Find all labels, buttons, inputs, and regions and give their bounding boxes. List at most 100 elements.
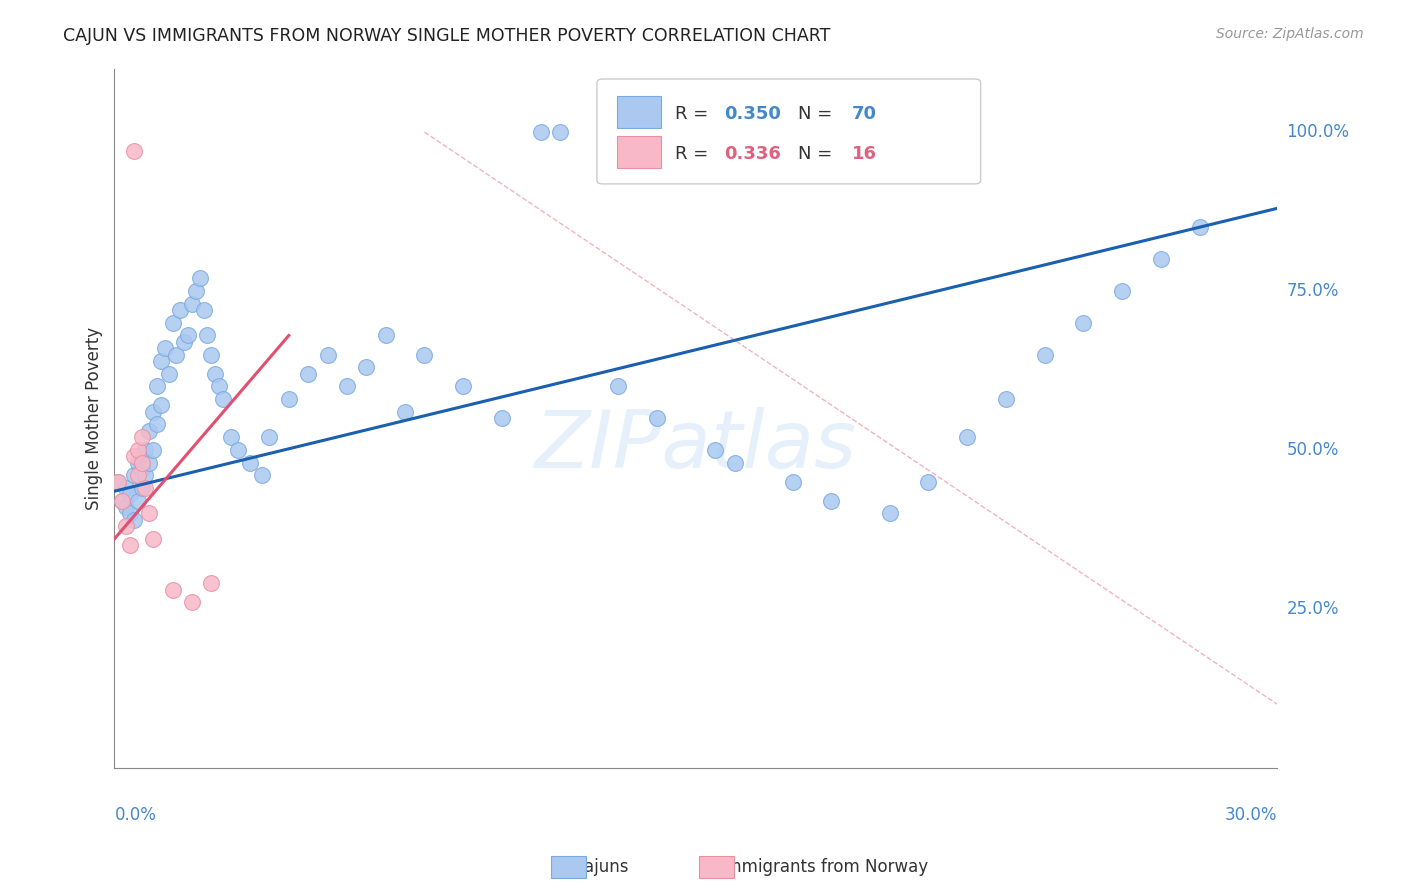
Point bbox=[250, 468, 273, 483]
Point bbox=[228, 442, 250, 457]
Point bbox=[142, 532, 165, 546]
Text: Immigrants from Norway: Immigrants from Norway bbox=[710, 858, 928, 876]
FancyBboxPatch shape bbox=[598, 79, 980, 184]
Text: N =: N = bbox=[799, 145, 838, 163]
Point bbox=[162, 316, 184, 330]
Point bbox=[451, 379, 474, 393]
Point bbox=[134, 468, 156, 483]
Point bbox=[204, 367, 226, 381]
Point bbox=[197, 328, 219, 343]
Point bbox=[259, 430, 281, 444]
Point bbox=[994, 392, 1017, 406]
Point bbox=[127, 456, 149, 470]
Point bbox=[200, 576, 222, 591]
Point bbox=[146, 417, 169, 432]
Point bbox=[212, 392, 235, 406]
Bar bbox=[617, 96, 661, 128]
Point bbox=[138, 424, 160, 438]
Point bbox=[1150, 252, 1173, 267]
Point bbox=[956, 430, 979, 444]
Point bbox=[157, 367, 180, 381]
Point bbox=[219, 430, 242, 444]
Point bbox=[122, 468, 145, 483]
Text: 0.336: 0.336 bbox=[724, 145, 780, 163]
Point bbox=[127, 468, 149, 483]
Point bbox=[208, 379, 231, 393]
Point bbox=[122, 449, 145, 463]
Point bbox=[118, 507, 141, 521]
Point bbox=[153, 341, 176, 355]
Text: 100.0%: 100.0% bbox=[1286, 123, 1350, 141]
Point bbox=[394, 405, 416, 419]
Point bbox=[127, 493, 149, 508]
Point bbox=[1071, 316, 1094, 330]
Point bbox=[1033, 347, 1056, 361]
Y-axis label: Single Mother Poverty: Single Mother Poverty bbox=[86, 326, 103, 509]
Point bbox=[107, 475, 129, 489]
Point bbox=[200, 347, 222, 361]
Text: 25.0%: 25.0% bbox=[1286, 599, 1339, 618]
Point bbox=[115, 519, 138, 533]
Point bbox=[184, 284, 207, 298]
Point bbox=[142, 442, 165, 457]
Bar bbox=[617, 136, 661, 168]
Point bbox=[131, 430, 153, 444]
Text: 30.0%: 30.0% bbox=[1225, 806, 1277, 824]
Text: CAJUN VS IMMIGRANTS FROM NORWAY SINGLE MOTHER POVERTY CORRELATION CHART: CAJUN VS IMMIGRANTS FROM NORWAY SINGLE M… bbox=[63, 27, 831, 45]
Text: ZIPatlas: ZIPatlas bbox=[534, 407, 856, 485]
Point bbox=[645, 411, 668, 425]
Point bbox=[1188, 220, 1211, 235]
Point bbox=[111, 493, 134, 508]
Text: Source: ZipAtlas.com: Source: ZipAtlas.com bbox=[1216, 27, 1364, 41]
Point bbox=[356, 360, 378, 375]
Text: 75.0%: 75.0% bbox=[1286, 282, 1339, 300]
Point bbox=[820, 493, 842, 508]
Text: 0.0%: 0.0% bbox=[114, 806, 156, 824]
Point bbox=[122, 513, 145, 527]
Point bbox=[413, 347, 436, 361]
Point bbox=[181, 595, 204, 609]
Point bbox=[134, 442, 156, 457]
Point bbox=[138, 507, 160, 521]
Point bbox=[111, 493, 134, 508]
Point bbox=[122, 144, 145, 158]
Point bbox=[879, 507, 901, 521]
Point bbox=[146, 379, 169, 393]
Point bbox=[169, 303, 191, 318]
Point bbox=[530, 125, 553, 139]
Text: 70: 70 bbox=[852, 105, 876, 123]
Point bbox=[118, 487, 141, 501]
Point bbox=[142, 405, 165, 419]
Text: R =: R = bbox=[675, 105, 714, 123]
Text: N =: N = bbox=[799, 105, 838, 123]
Point bbox=[107, 475, 129, 489]
Point bbox=[149, 354, 172, 368]
Point bbox=[548, 125, 571, 139]
Text: R =: R = bbox=[675, 145, 714, 163]
Point bbox=[115, 481, 138, 495]
Point bbox=[115, 500, 138, 514]
Point bbox=[782, 475, 804, 489]
Point bbox=[336, 379, 359, 393]
Text: 16: 16 bbox=[852, 145, 876, 163]
Point bbox=[917, 475, 939, 489]
Point bbox=[704, 442, 727, 457]
Point bbox=[193, 303, 215, 318]
Point bbox=[138, 456, 160, 470]
Point bbox=[723, 456, 745, 470]
Point bbox=[181, 296, 204, 310]
Point bbox=[1111, 284, 1133, 298]
Point bbox=[134, 481, 156, 495]
Point bbox=[127, 442, 149, 457]
Point bbox=[131, 481, 153, 495]
Point bbox=[277, 392, 299, 406]
Point bbox=[173, 334, 195, 349]
Point bbox=[607, 379, 630, 393]
Text: Cajuns: Cajuns bbox=[562, 858, 628, 876]
Point bbox=[188, 271, 211, 285]
Point bbox=[177, 328, 200, 343]
Point bbox=[491, 411, 513, 425]
Text: 50.0%: 50.0% bbox=[1286, 441, 1339, 458]
Point bbox=[131, 456, 153, 470]
Point bbox=[131, 462, 153, 476]
